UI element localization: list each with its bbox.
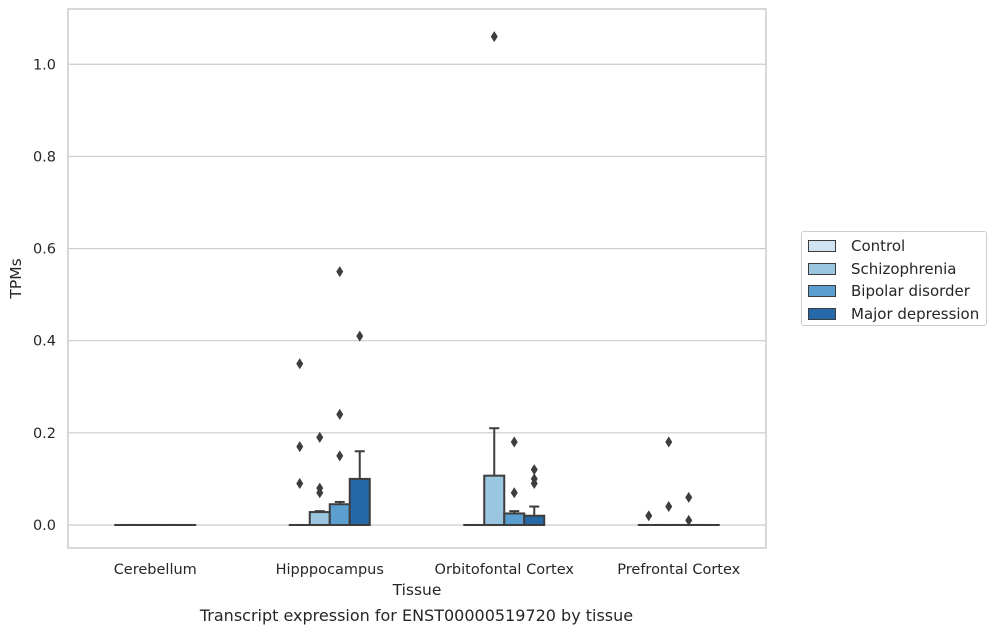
outlier-control [296, 358, 304, 370]
outlier-major-depression [530, 478, 538, 490]
outlier-schizophrenia [490, 31, 498, 43]
legend-swatch-bipolar-disorder [808, 285, 836, 298]
y-tick-label: 0.4 [33, 334, 56, 350]
x-tick-label: Hipppocampus [276, 562, 384, 578]
outlier-bipolar-disorder [685, 514, 693, 526]
legend-swatch-control [808, 240, 836, 253]
legend-label-major-depression: Major depression [851, 304, 980, 323]
outlier-bipolar-disorder [685, 491, 693, 503]
box-major-depression [523, 514, 546, 526]
legend-item-schizophrenia: Schizophrenia [802, 258, 986, 281]
figure-caption: Transcript expression for ENST0000051972… [199, 606, 634, 625]
outlier-schizophrenia [316, 487, 324, 499]
y-tick-label: 1.0 [33, 57, 56, 73]
x-tick-label: Orbitofontal Cortex [435, 562, 575, 578]
legend-label-bipolar-disorder: Bipolar disorder [851, 282, 970, 301]
legend-label-schizophrenia: Schizophrenia [851, 259, 957, 278]
outlier-schizophrenia [665, 501, 673, 513]
box-schizophrenia [308, 511, 331, 526]
plot-frame [67, 8, 767, 549]
box-major-depression [348, 477, 371, 526]
y-tick-label: 0.6 [33, 242, 56, 258]
legend-item-bipolar-disorder: Bipolar disorder [802, 280, 986, 303]
box-bipolar-disorder [328, 503, 351, 526]
outlier-bipolar-disorder [336, 408, 344, 420]
y-tick-label: 0.2 [33, 426, 56, 442]
outlier-major-depression [530, 464, 538, 476]
box-schizophrenia [483, 474, 506, 526]
legend-swatch-major-depression [808, 307, 836, 320]
legend-swatch-schizophrenia [808, 262, 836, 275]
outlier-control [296, 441, 304, 453]
y-tick-label: 0.0 [33, 518, 56, 534]
legend: Control Schizophrenia Bipolar disorder M… [801, 231, 987, 326]
x-tick-label: Cerebellum [114, 562, 197, 578]
legend-label-control: Control [851, 237, 906, 256]
y-tick-label: 0.8 [33, 149, 56, 165]
outlier-major-depression [356, 330, 364, 342]
outlier-bipolar-disorder [336, 266, 344, 278]
y-axis-title: TPMs [7, 258, 25, 299]
legend-item-major-depression: Major depression [802, 303, 986, 326]
outlier-control [645, 510, 653, 522]
outlier-schizophrenia [665, 436, 673, 448]
outlier-control [296, 478, 304, 490]
outlier-bipolar-disorder [336, 450, 344, 462]
legend-item-control: Control [802, 235, 986, 258]
outlier-bipolar-disorder [510, 487, 518, 499]
x-axis-title: Tissue [392, 581, 442, 599]
x-tick-label: Prefrontal Cortex [617, 562, 740, 578]
outlier-schizophrenia [316, 431, 324, 443]
outlier-bipolar-disorder [510, 436, 518, 448]
box-bipolar-disorder [503, 512, 526, 526]
